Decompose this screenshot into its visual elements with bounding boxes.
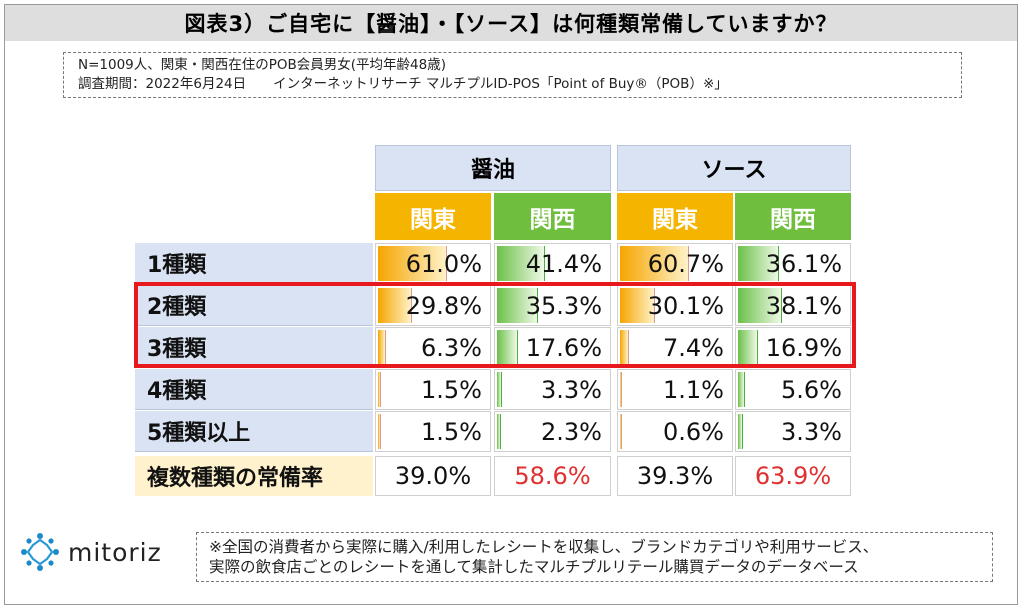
value-label: 61.0% bbox=[405, 249, 482, 278]
survey-info-period: 調査期間：2022年6月24日 インターネットリサーチ マルチプルID-POS「… bbox=[78, 76, 728, 92]
region-header-sauce-kansai: 関西 bbox=[735, 193, 851, 240]
highlight-box bbox=[134, 282, 856, 368]
value-cell: 61.0% bbox=[375, 243, 491, 284]
logo-text: mitoriz bbox=[68, 537, 162, 567]
row-label-5: 5種類以上 bbox=[135, 411, 373, 452]
value-bar bbox=[497, 330, 518, 365]
total-value-cell: 63.9% bbox=[735, 456, 851, 496]
value-bar bbox=[738, 414, 743, 449]
value-label: 2.3% bbox=[541, 417, 602, 446]
figure-frame bbox=[4, 4, 1018, 605]
total-value-cell: 39.3% bbox=[617, 456, 733, 496]
value-label: 17.6% bbox=[525, 333, 602, 362]
value-bar bbox=[378, 246, 448, 281]
total-value-label: 39.0% bbox=[394, 462, 472, 490]
value-bar bbox=[620, 372, 623, 407]
value-cell: 5.6% bbox=[735, 369, 851, 410]
row-label-1: 1種類 bbox=[135, 243, 373, 284]
value-bar bbox=[738, 288, 782, 323]
value-cell: 38.1% bbox=[735, 285, 851, 326]
row-label-4: 4種類 bbox=[135, 369, 373, 410]
value-bar bbox=[378, 372, 381, 407]
row-label-2: 2種類 bbox=[135, 285, 373, 326]
value-cell: 1.5% bbox=[375, 369, 491, 410]
logo-icon bbox=[21, 533, 59, 571]
value-bar bbox=[378, 414, 381, 449]
value-label: 16.9% bbox=[765, 333, 842, 362]
value-bar bbox=[378, 288, 413, 323]
group-header-shoyu: 醤油 bbox=[375, 145, 611, 191]
value-label: 0.6% bbox=[663, 417, 724, 446]
value-bar bbox=[738, 372, 746, 407]
value-cell: 2.3% bbox=[494, 411, 611, 452]
value-bar bbox=[497, 414, 501, 449]
value-label: 7.4% bbox=[663, 333, 724, 362]
total-value-label: 39.3% bbox=[636, 462, 714, 490]
value-label: 1.5% bbox=[421, 417, 482, 446]
value-bar bbox=[378, 330, 387, 365]
value-cell: 3.3% bbox=[494, 369, 611, 410]
value-label: 1.1% bbox=[663, 375, 724, 404]
value-cell: 7.4% bbox=[617, 327, 733, 368]
value-cell: 60.7% bbox=[617, 243, 733, 284]
row-label-3: 3種類 bbox=[135, 327, 373, 368]
value-cell: 1.5% bbox=[375, 411, 491, 452]
survey-info-box: N=1009人、関東・関西在住のPOB会員男女(平均年齢48歳) 調査期間：20… bbox=[63, 52, 962, 98]
region-header-sauce-kanto: 関東 bbox=[617, 193, 733, 240]
value-cell: 35.3% bbox=[494, 285, 611, 326]
value-bar bbox=[620, 246, 689, 281]
footnote-box: ※全国の消費者から実際に購入/利用したレシートを収集し、ブランドカテゴリや利用サ… bbox=[196, 532, 993, 582]
value-bar bbox=[620, 288, 655, 323]
value-cell: 17.6% bbox=[494, 327, 611, 368]
value-label: 1.5% bbox=[421, 375, 482, 404]
value-label: 3.3% bbox=[541, 375, 602, 404]
total-value-cell: 58.6% bbox=[494, 456, 611, 496]
value-cell: 16.9% bbox=[735, 327, 851, 368]
total-value-label: 63.9% bbox=[754, 462, 832, 490]
row-label-total: 複数種類の常備率 bbox=[135, 456, 373, 496]
value-label: 36.1% bbox=[765, 249, 842, 278]
value-label: 35.3% bbox=[525, 291, 602, 320]
figure-title: 図表3）ご自宅に【醤油】・【ソース】は何種類常備していますか？ bbox=[184, 12, 838, 36]
value-bar bbox=[620, 330, 630, 365]
value-bar bbox=[620, 414, 622, 449]
value-cell: 1.1% bbox=[617, 369, 733, 410]
footnote-line-2: 実際の飲食店ごとのレシートを通して集計したマルチプルリテール購買データのデータベ… bbox=[209, 558, 859, 576]
value-cell: 0.6% bbox=[617, 411, 733, 452]
value-cell: 36.1% bbox=[735, 243, 851, 284]
value-bar bbox=[738, 246, 780, 281]
value-label: 5.6% bbox=[781, 375, 842, 404]
value-cell: 30.1% bbox=[617, 285, 733, 326]
title-bar: 図表3）ご自宅に【醤油】・【ソース】は何種類常備していますか？ bbox=[5, 5, 1017, 41]
value-label: 29.8% bbox=[405, 291, 482, 320]
value-cell: 41.4% bbox=[494, 243, 611, 284]
value-bar bbox=[497, 246, 545, 281]
region-header-shoyu-kansai: 関西 bbox=[494, 193, 611, 240]
value-label: 38.1% bbox=[765, 291, 842, 320]
region-header-shoyu-kanto: 関東 bbox=[375, 193, 491, 240]
total-value-label: 58.6% bbox=[514, 462, 591, 490]
total-value-cell: 39.0% bbox=[375, 456, 491, 496]
value-bar bbox=[497, 372, 502, 407]
survey-info-sample: N=1009人、関東・関西在住のPOB会員男女(平均年齢48歳) bbox=[78, 57, 447, 73]
value-label: 30.1% bbox=[647, 291, 724, 320]
footnote-line-1: ※全国の消費者から実際に購入/利用したレシートを収集し、ブランドカテゴリや利用サ… bbox=[209, 538, 879, 556]
value-label: 3.3% bbox=[781, 417, 842, 446]
value-cell: 6.3% bbox=[375, 327, 491, 368]
value-label: 6.3% bbox=[421, 333, 482, 362]
value-label: 60.7% bbox=[647, 249, 724, 278]
mitoriz-logo: mitoriz bbox=[20, 530, 162, 574]
value-bar bbox=[738, 330, 758, 365]
value-cell: 3.3% bbox=[735, 411, 851, 452]
value-label: 41.4% bbox=[525, 249, 602, 278]
value-bar bbox=[497, 288, 538, 323]
group-header-sauce: ソース bbox=[617, 145, 851, 191]
